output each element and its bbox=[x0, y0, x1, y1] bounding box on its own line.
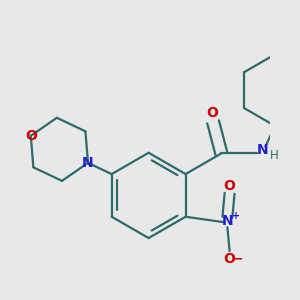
Text: O: O bbox=[206, 106, 218, 120]
Text: H: H bbox=[270, 149, 278, 162]
Text: N: N bbox=[82, 156, 94, 170]
Text: −: − bbox=[232, 253, 243, 266]
Text: N: N bbox=[222, 214, 233, 228]
Text: O: O bbox=[25, 129, 37, 143]
Text: O: O bbox=[224, 178, 236, 193]
Text: O: O bbox=[224, 252, 236, 266]
Text: N: N bbox=[256, 143, 268, 157]
Text: +: + bbox=[232, 211, 240, 221]
